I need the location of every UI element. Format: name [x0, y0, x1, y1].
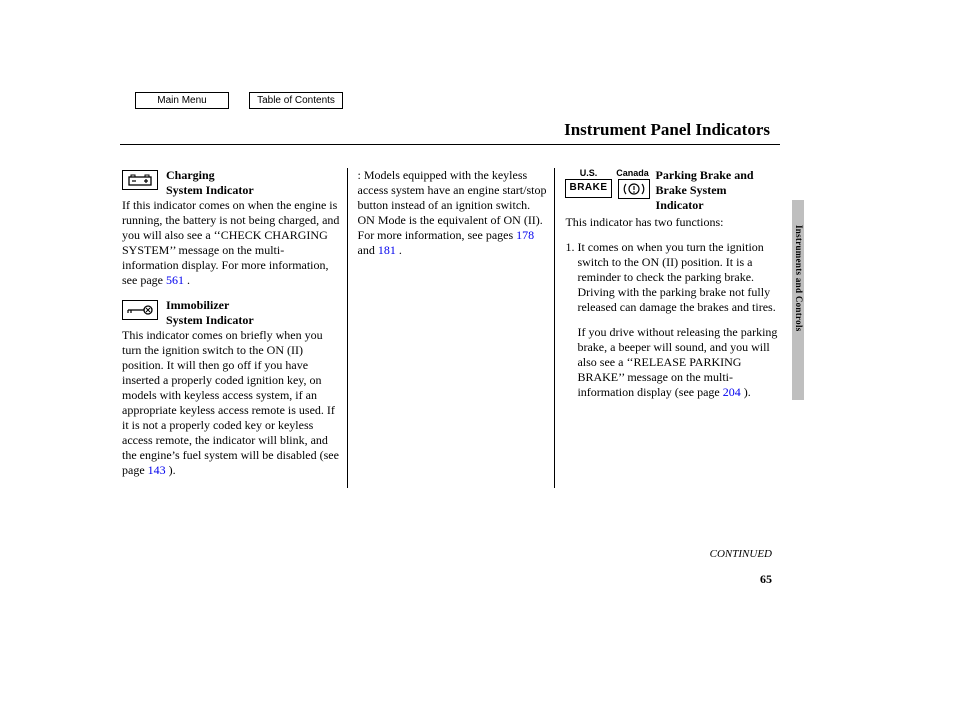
parking-title: Parking Brake and Brake System Indicator	[656, 168, 754, 213]
toc-button[interactable]: Table of Contents	[249, 92, 343, 109]
note-after: .	[396, 243, 402, 257]
parking-title-l3: Indicator	[656, 198, 754, 213]
immobilizer-title: Immobilizer System Indicator	[166, 298, 254, 328]
top-nav: Main Menu Table of Contents	[135, 92, 343, 110]
immobilizer-text: This indicator comes on briefly when you…	[122, 328, 339, 477]
immobilizer-title-l1: Immobilizer	[166, 298, 254, 313]
brake-circle-icon	[618, 179, 650, 199]
canada-label: Canada	[616, 168, 650, 179]
item1-number: 1.	[565, 240, 577, 400]
note-mid: and	[358, 243, 378, 257]
charging-text: If this indicator comes on when the engi…	[122, 198, 339, 287]
brake-word-icon: BRAKE	[565, 179, 611, 198]
immobilizer-header: Immobilizer System Indicator	[122, 298, 341, 328]
key-icon	[122, 300, 158, 320]
charging-header: Charging System Indicator	[122, 168, 341, 198]
parking-title-l1: Parking Brake and	[656, 168, 754, 183]
parking-item-1: 1. It comes on when you turn the ignitio…	[565, 240, 782, 400]
main-menu-button[interactable]: Main Menu	[135, 92, 229, 109]
section-tab-label: Instruments and Controls	[794, 225, 804, 332]
item1b-after: ).	[741, 385, 751, 399]
item1-text: It comes on when you turn the ignition s…	[577, 240, 782, 315]
page-number: 65	[760, 572, 772, 587]
immobilizer-after: ).	[166, 463, 176, 477]
parking-title-l2: Brake System	[656, 183, 754, 198]
immobilizer-body: This indicator comes on briefly when you…	[122, 328, 341, 478]
parking-intro: This indicator has two functions:	[565, 215, 782, 230]
charging-title: Charging System Indicator	[166, 168, 254, 198]
item1b-block: If you drive without releasing the parki…	[577, 325, 782, 400]
us-label: U.S.	[565, 168, 611, 179]
link-178[interactable]: 178	[516, 228, 534, 242]
title-row: Instrument Panel Indicators	[120, 120, 780, 145]
brake-icons-row: U.S. BRAKE Canada	[565, 168, 782, 213]
link-561[interactable]: 561	[166, 273, 184, 287]
charging-title-l1: Charging	[166, 168, 254, 183]
battery-icon	[122, 170, 158, 190]
link-143[interactable]: 143	[148, 463, 166, 477]
charging-title-l2: System Indicator	[166, 183, 254, 198]
page-title: Instrument Panel Indicators	[120, 120, 780, 140]
content-columns: Charging System Indicator If this indica…	[122, 168, 782, 488]
keyless-note: : Models equipped with the keyless acces…	[358, 168, 549, 258]
column-2: : Models equipped with the keyless acces…	[347, 168, 555, 488]
immobilizer-title-l2: System Indicator	[166, 313, 254, 328]
column-3: U.S. BRAKE Canada	[554, 168, 782, 488]
link-204[interactable]: 204	[723, 385, 741, 399]
link-181[interactable]: 181	[378, 243, 396, 257]
charging-after: .	[184, 273, 190, 287]
continued-label: CONTINUED	[710, 548, 772, 562]
charging-body: If this indicator comes on when the engi…	[122, 198, 341, 288]
parking-header-block: U.S. BRAKE Canada	[565, 168, 782, 213]
column-1: Charging System Indicator If this indica…	[122, 168, 347, 488]
